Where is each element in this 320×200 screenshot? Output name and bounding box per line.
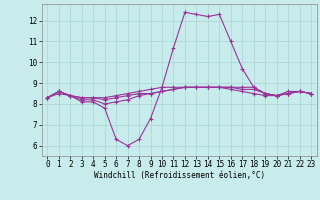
X-axis label: Windchill (Refroidissement éolien,°C): Windchill (Refroidissement éolien,°C) (94, 171, 265, 180)
